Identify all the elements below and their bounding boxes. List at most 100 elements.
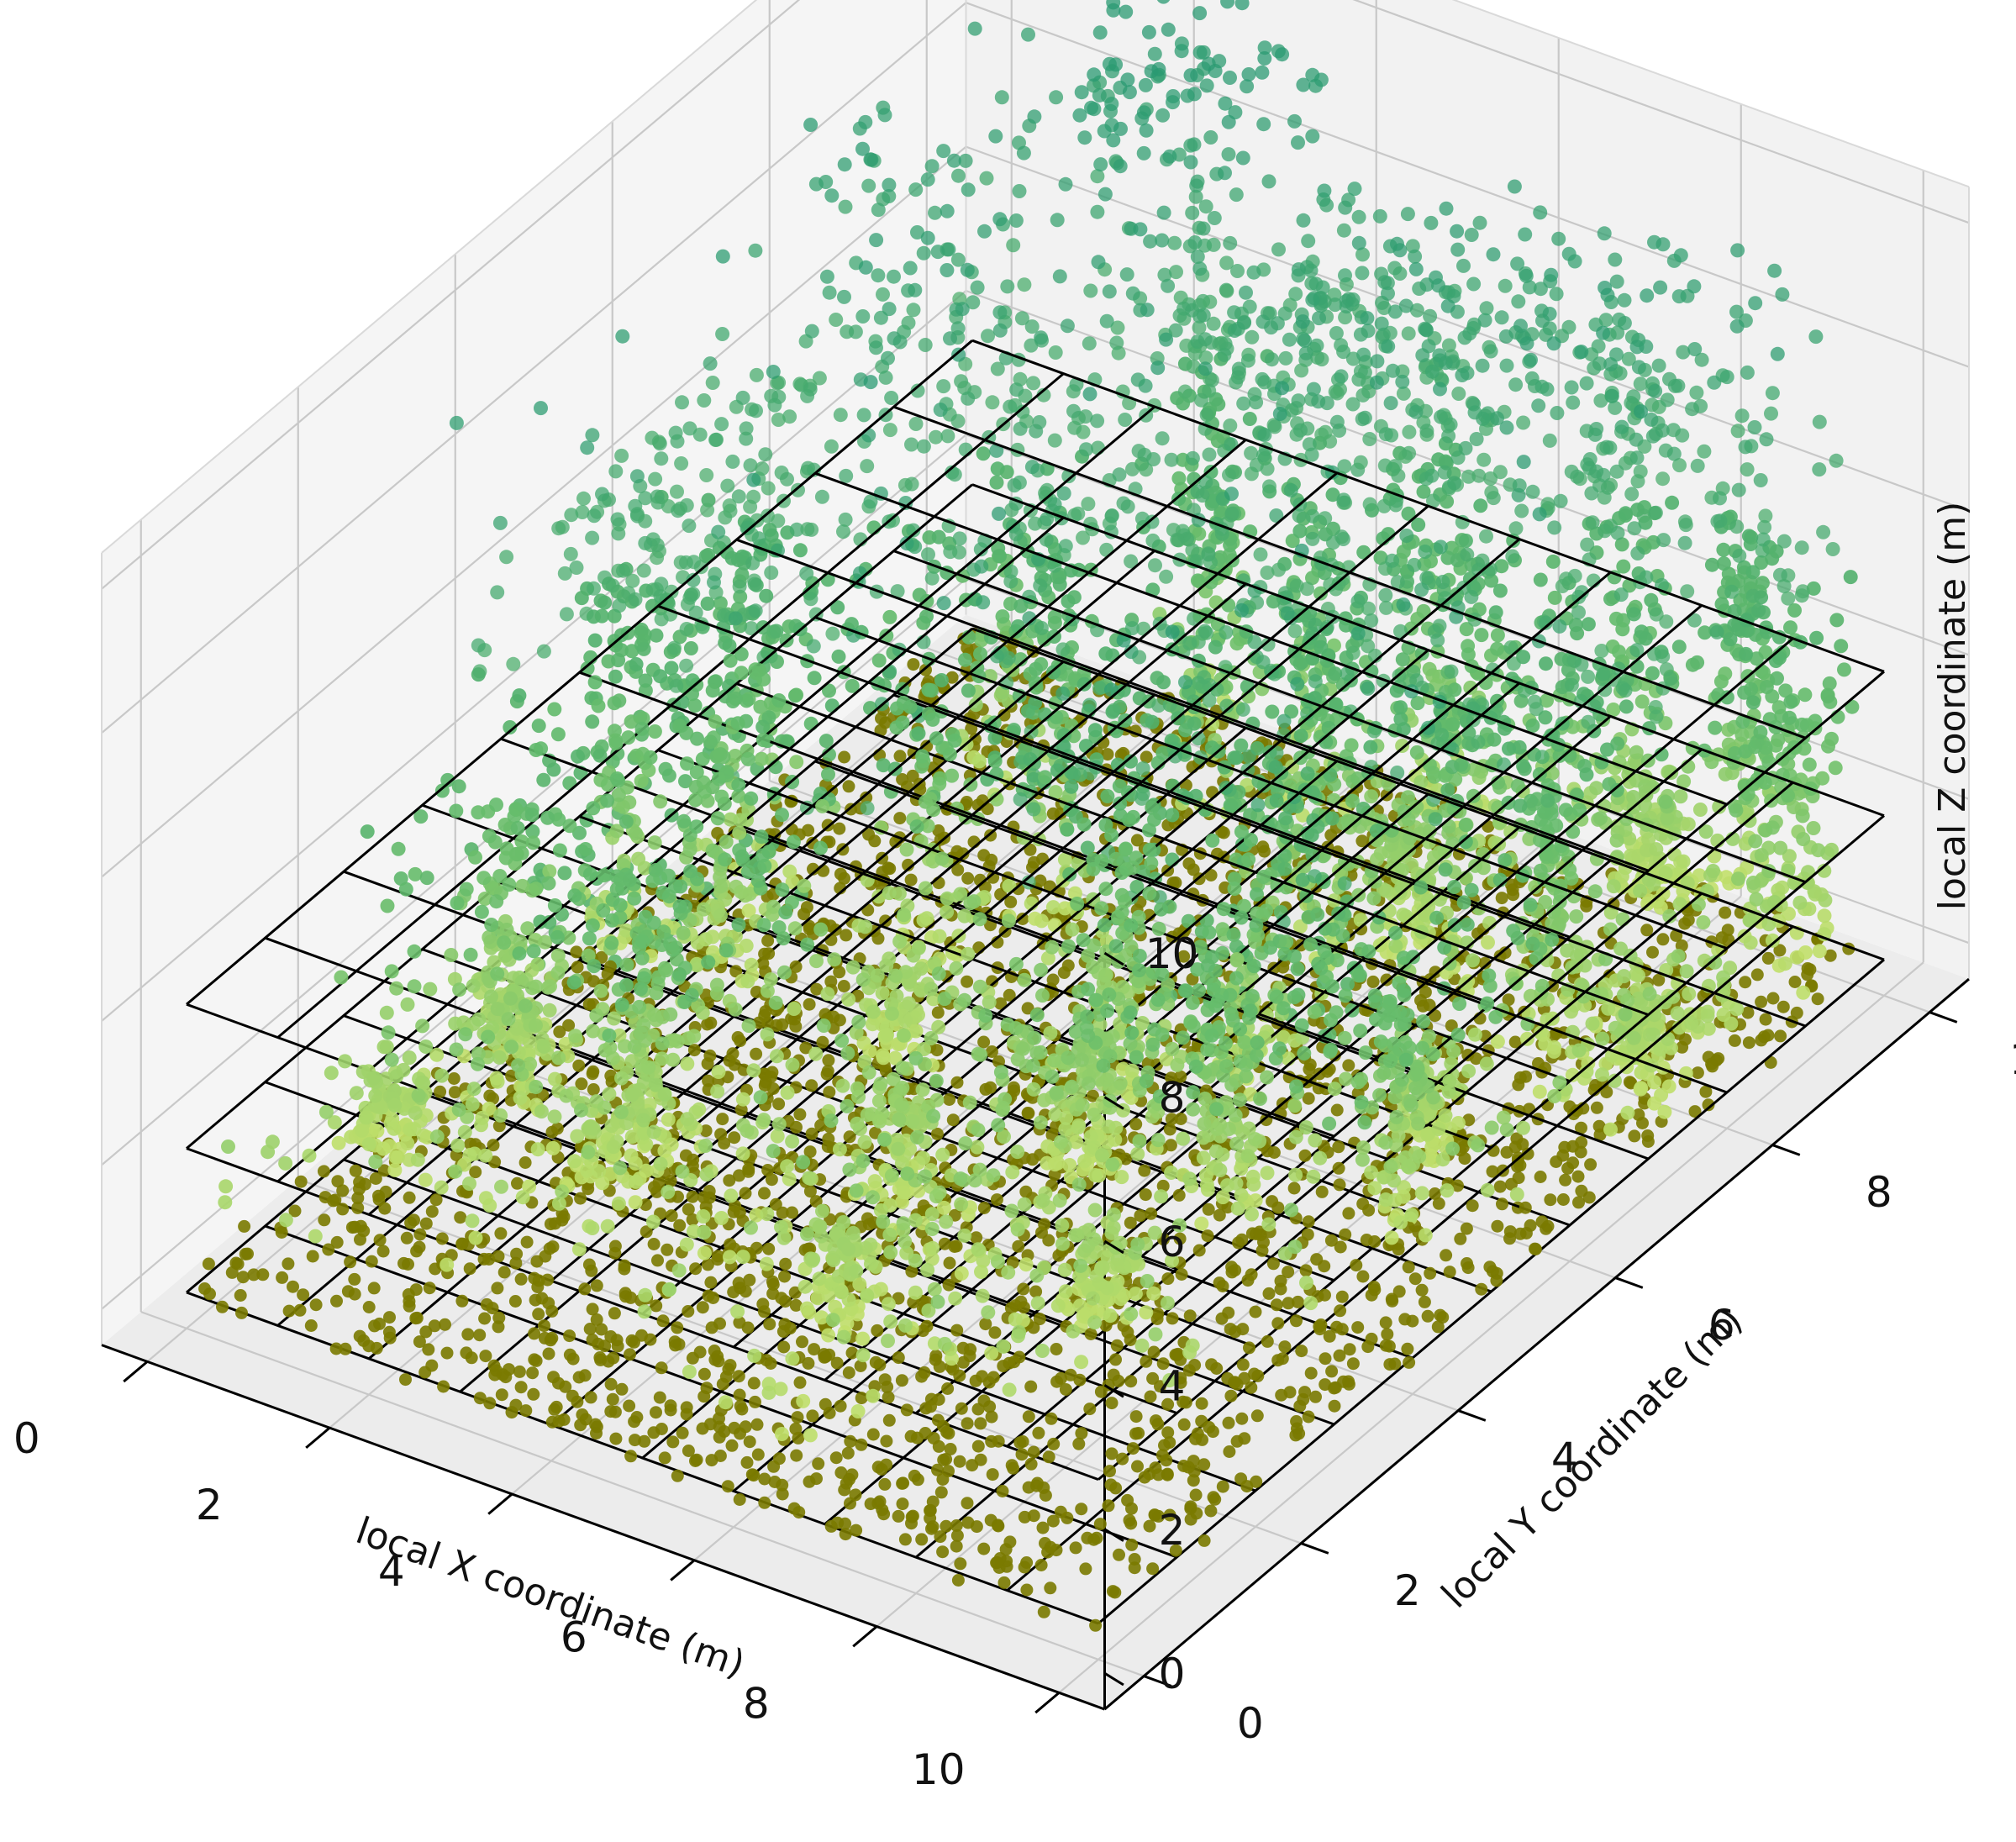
- data-point: [1743, 935, 1758, 950]
- data-point: [1280, 606, 1295, 621]
- data-point: [1197, 361, 1213, 376]
- data-point: [1618, 683, 1633, 698]
- data-point: [1845, 699, 1860, 714]
- data-point: [1223, 235, 1238, 250]
- data-point: [1534, 379, 1550, 394]
- data-point: [1120, 499, 1135, 514]
- data-point: [1356, 545, 1371, 560]
- data-point: [822, 683, 836, 698]
- data-point: [1224, 506, 1240, 521]
- left-pane: [102, 0, 966, 1345]
- data-point: [1290, 676, 1305, 692]
- data-point: [1761, 755, 1777, 770]
- data-point: [1234, 603, 1249, 618]
- left-gridline-z: [101, 0, 801, 590]
- data-point: [1640, 924, 1654, 937]
- data-point: [708, 433, 724, 447]
- data-point: [1729, 304, 1744, 319]
- data-point: [961, 871, 975, 885]
- data-point: [1461, 469, 1476, 484]
- data-point: [1821, 739, 1835, 754]
- data-point: [576, 491, 591, 506]
- data-point: [1313, 586, 1328, 601]
- data-point: [1295, 314, 1310, 329]
- data-point: [1655, 237, 1671, 252]
- data-point: [1626, 607, 1641, 622]
- data-point: [1638, 631, 1653, 646]
- data-point: [472, 664, 487, 679]
- data-point: [1424, 468, 1440, 483]
- data-point: [1518, 227, 1533, 242]
- data-point: [1770, 671, 1784, 686]
- data-point: [579, 606, 594, 621]
- data-point: [1464, 228, 1479, 242]
- data-point: [597, 595, 613, 610]
- data-point: [1445, 717, 1461, 732]
- data-point: [1155, 431, 1170, 446]
- data-point: [1533, 282, 1548, 297]
- data-point: [1219, 255, 1234, 271]
- data-point: [1609, 464, 1624, 479]
- data-point: [563, 546, 578, 561]
- data-point: [1750, 968, 1764, 982]
- data-point: [1242, 412, 1257, 426]
- data-point: [817, 864, 830, 877]
- data-point: [951, 863, 965, 876]
- data-point: [1092, 25, 1108, 40]
- data-point: [1122, 85, 1137, 100]
- data-point: [960, 262, 975, 277]
- data-point: [1608, 400, 1623, 415]
- data-point: [1185, 543, 1200, 558]
- data-point: [1376, 498, 1392, 513]
- data-point: [1471, 734, 1486, 750]
- data-point: [997, 708, 1011, 722]
- data-point: [1429, 910, 1445, 925]
- data-point: [1208, 639, 1223, 655]
- data-point: [1276, 713, 1292, 729]
- data-point: [739, 431, 754, 446]
- data-point: [1300, 766, 1315, 782]
- data-point: [1534, 1171, 1547, 1183]
- data-point: [1672, 458, 1687, 473]
- data-point: [1255, 371, 1270, 387]
- data-point: [1671, 949, 1686, 964]
- data-point: [824, 698, 840, 713]
- data-point: [1125, 461, 1140, 476]
- data-point: [1556, 1193, 1570, 1206]
- data-point: [1003, 988, 1016, 1002]
- data-point: [1401, 326, 1416, 341]
- data-point: [534, 401, 548, 416]
- data-point: [1745, 695, 1761, 710]
- data-point: [1227, 324, 1242, 338]
- data-point: [1671, 639, 1687, 655]
- data-point: [1494, 310, 1509, 325]
- data-point: [1794, 717, 1809, 732]
- data-point: [972, 754, 987, 769]
- data-point: [1611, 645, 1626, 660]
- data-point: [1414, 582, 1429, 597]
- data-point: [1731, 482, 1746, 497]
- data-point: [1476, 452, 1492, 467]
- data-point: [711, 524, 726, 539]
- data-point: [1170, 532, 1185, 547]
- data-point: [1309, 338, 1324, 353]
- data-point: [1241, 67, 1256, 82]
- data-point: [1430, 633, 1445, 648]
- data-point: [1257, 40, 1272, 55]
- data-point: [1718, 766, 1733, 782]
- data-point: [1812, 462, 1827, 477]
- data-point: [654, 612, 669, 627]
- data-point: [947, 467, 962, 482]
- data-point: [745, 555, 761, 571]
- data-point: [1028, 676, 1043, 691]
- data-point: [1634, 694, 1650, 709]
- data-point: [1416, 603, 1431, 618]
- data-point: [1139, 123, 1154, 138]
- data-point: [878, 370, 893, 385]
- data-point: [1544, 1193, 1557, 1207]
- data-point: [1006, 238, 1021, 253]
- data-point: [940, 263, 955, 277]
- data-point: [559, 607, 574, 622]
- data-point: [1157, 267, 1172, 282]
- floor-gridline-x: [146, 630, 1013, 1363]
